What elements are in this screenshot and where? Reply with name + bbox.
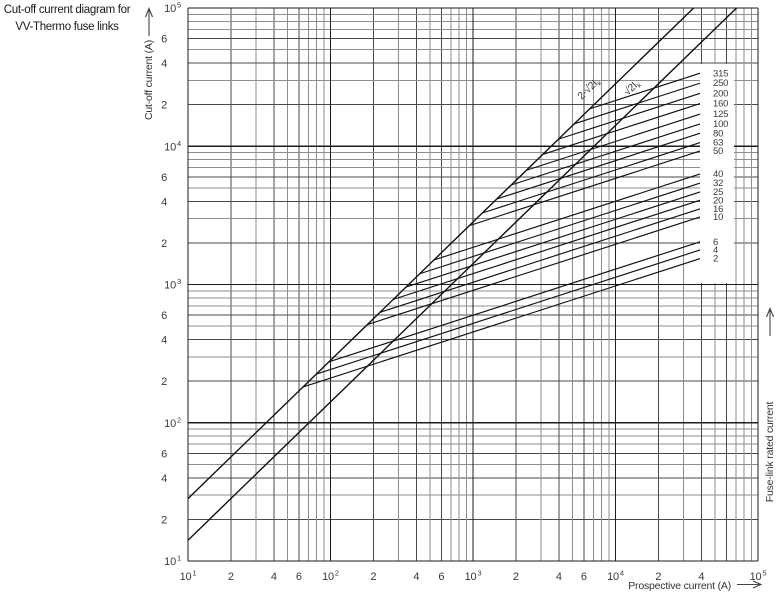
x-tick-6e2: 6 bbox=[438, 571, 444, 583]
fuse-line-40 bbox=[433, 172, 702, 261]
fuse-line-4 bbox=[316, 248, 702, 375]
fuse-line-63 bbox=[482, 141, 702, 214]
rating-label-160: 160 bbox=[713, 99, 728, 110]
fuse-line-100 bbox=[511, 122, 702, 186]
rating-label-315: 315 bbox=[713, 68, 728, 79]
rating-label-6: 6 bbox=[713, 237, 718, 248]
x-axis-label: Prospective current (A) bbox=[628, 580, 731, 592]
fuse-line-2 bbox=[302, 257, 702, 388]
fuse-line-80 bbox=[496, 132, 702, 200]
rating-label-80: 80 bbox=[713, 128, 723, 139]
rating-label-100: 100 bbox=[713, 119, 728, 130]
y-tick-4e2: 4 bbox=[161, 335, 167, 347]
x-tick-4e4: 4 bbox=[698, 571, 704, 583]
fuse-line-32 bbox=[419, 182, 702, 275]
y-tick-2e3: 2 bbox=[161, 238, 167, 250]
x-tick-10e5: 105 bbox=[750, 569, 767, 584]
y-tick-10e2: 102 bbox=[164, 415, 181, 430]
reference-line-2 bbox=[187, 7, 738, 541]
y-tick-6e4: 6 bbox=[161, 34, 167, 46]
x-tick-6e1: 6 bbox=[296, 571, 302, 583]
diagram-title-line2: VV-Thermo fuse links bbox=[15, 21, 119, 33]
rating-label-4: 4 bbox=[713, 245, 718, 256]
rating-label-50: 50 bbox=[713, 146, 723, 157]
fuse-line-6 bbox=[328, 240, 702, 363]
x-tick-4e1: 4 bbox=[271, 571, 277, 583]
fuse-line-160 bbox=[542, 102, 702, 155]
fuse-line-125 bbox=[526, 113, 702, 171]
y-tick-2e1: 2 bbox=[161, 514, 167, 526]
rating-label-20: 20 bbox=[713, 195, 723, 206]
x-axis-arrow-icon bbox=[737, 580, 763, 589]
x-tick-10e1: 101 bbox=[180, 569, 197, 584]
y-tick-6e3: 6 bbox=[161, 172, 167, 184]
y-axis-label: Cut-off current (A) bbox=[143, 40, 155, 120]
y-tick-10e3: 103 bbox=[164, 277, 181, 292]
fuse-line-200 bbox=[558, 92, 702, 140]
y-axis-arrow-icon bbox=[144, 7, 154, 36]
x-tick-4e3: 4 bbox=[556, 571, 562, 583]
x-tick-2e2: 2 bbox=[370, 571, 376, 583]
fuse-line-20 bbox=[393, 199, 702, 300]
rated-current-arrow-icon bbox=[765, 307, 775, 336]
x-tick-10e2: 102 bbox=[322, 569, 339, 584]
y-tick-2e4: 2 bbox=[161, 100, 167, 112]
rating-label-40: 40 bbox=[713, 169, 723, 180]
y-tick-10e5: 105 bbox=[164, 1, 181, 16]
y-tick-4e4: 4 bbox=[161, 58, 167, 70]
rating-label-2: 2 bbox=[713, 254, 718, 265]
fuse-line-25 bbox=[405, 191, 702, 288]
fuse-line-315 bbox=[589, 72, 702, 110]
rated-current-axis-label: Fuse-link rated current bbox=[764, 402, 776, 503]
x-tick-6e3: 6 bbox=[581, 571, 587, 583]
reference-line-1 bbox=[187, 7, 695, 500]
rating-label-63: 63 bbox=[713, 138, 723, 149]
rating-strip-background bbox=[700, 64, 734, 283]
fuse-line-10 bbox=[367, 216, 702, 326]
rating-label-25: 25 bbox=[713, 187, 723, 198]
rating-label-32: 32 bbox=[713, 178, 723, 189]
x-tick-2e4: 2 bbox=[655, 571, 661, 583]
reference-line-labels: 2·√2Ik √2Ik bbox=[575, 78, 643, 103]
fuse-curves bbox=[187, 7, 738, 541]
diagram-title-line1: Cut-off current diagram for bbox=[3, 4, 131, 16]
y-tick-6e1: 6 bbox=[161, 448, 167, 460]
rating-label-250: 250 bbox=[713, 78, 728, 89]
x-tick-4e2: 4 bbox=[413, 571, 419, 583]
x-tick-2e3: 2 bbox=[513, 571, 519, 583]
y-tick-10e4: 104 bbox=[164, 139, 181, 154]
y-tick-4e1: 4 bbox=[161, 473, 167, 485]
x-tick-10e4: 104 bbox=[607, 569, 624, 584]
diagram-title: Cut-off current diagram for VV-Thermo fu… bbox=[0, 2, 134, 36]
y-tick-4e3: 4 bbox=[161, 196, 167, 208]
rating-label-strip bbox=[700, 64, 734, 283]
x-tick-10e3: 103 bbox=[465, 569, 482, 584]
y-tick-2e2: 2 bbox=[161, 376, 167, 388]
fuse-line-50 bbox=[469, 150, 702, 227]
y-tick-10e1: 101 bbox=[164, 554, 181, 569]
rating-label-16: 16 bbox=[713, 204, 723, 215]
grid-lines bbox=[187, 7, 759, 562]
rating-label-125: 125 bbox=[713, 109, 728, 120]
rating-label-10: 10 bbox=[713, 212, 723, 223]
x-tick-2e1: 2 bbox=[228, 571, 234, 583]
rating-label-200: 200 bbox=[713, 88, 728, 99]
fuse-line-16 bbox=[379, 207, 702, 313]
fuse-line-250 bbox=[574, 82, 702, 125]
y-tick-6e2: 6 bbox=[161, 310, 167, 322]
